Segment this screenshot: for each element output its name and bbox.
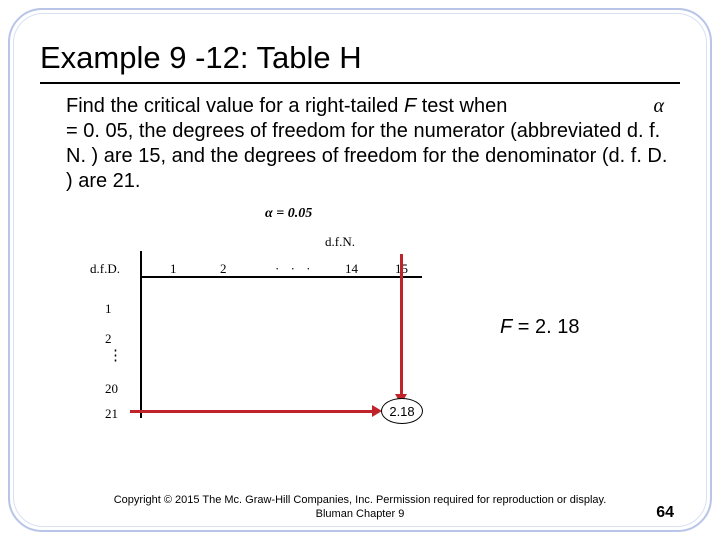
col-2: 2 — [220, 261, 227, 277]
page-number: 64 — [656, 504, 674, 522]
slide-content: Example 9 -12: Table H Find the critical… — [40, 40, 680, 510]
row-1: 1 — [105, 301, 112, 317]
body-line2: = 0. 05, the degrees of freedom for the … — [66, 120, 667, 192]
f-value: = 2. 18 — [512, 316, 579, 338]
table-vline — [140, 251, 142, 418]
dfn-header: d.f.N. — [325, 234, 355, 250]
f-symbol: F — [500, 316, 512, 338]
dfd-header: d.f.D. — [90, 261, 120, 277]
critical-value-oval: 2.18 — [381, 398, 423, 424]
row-21: 21 — [105, 406, 118, 422]
alpha-header: α = 0.05 — [265, 206, 312, 222]
body-pre: Find the critical value for a right-tail… — [66, 95, 404, 117]
row-2: 2 — [105, 331, 112, 347]
row-20: 20 — [105, 381, 118, 397]
col-dots: · · · — [275, 261, 315, 277]
slide-title: Example 9 -12: Table H — [40, 40, 680, 84]
col-1: 1 — [170, 261, 177, 277]
table-diagram: α = 0.05 d.f.N. d.f.D. 1 2 · · · 14 15 1… — [70, 206, 680, 431]
chapter-text: Bluman Chapter 9 — [0, 508, 720, 520]
col-14: 14 — [345, 261, 358, 277]
f-result: F = 2. 18 — [500, 316, 580, 339]
row-vdots: ⋮ — [108, 354, 123, 359]
copyright-text: Copyright © 2015 The Mc. Graw-Hill Compa… — [0, 494, 720, 506]
arrow-right-icon — [130, 410, 374, 413]
body-post: test when — [416, 95, 507, 117]
alpha-symbol: α — [654, 94, 665, 119]
footer: Copyright © 2015 The Mc. Graw-Hill Compa… — [0, 494, 720, 520]
body-F: F — [404, 95, 416, 117]
arrow-down-icon — [400, 254, 403, 396]
body-text: Find the critical value for a right-tail… — [40, 94, 680, 194]
